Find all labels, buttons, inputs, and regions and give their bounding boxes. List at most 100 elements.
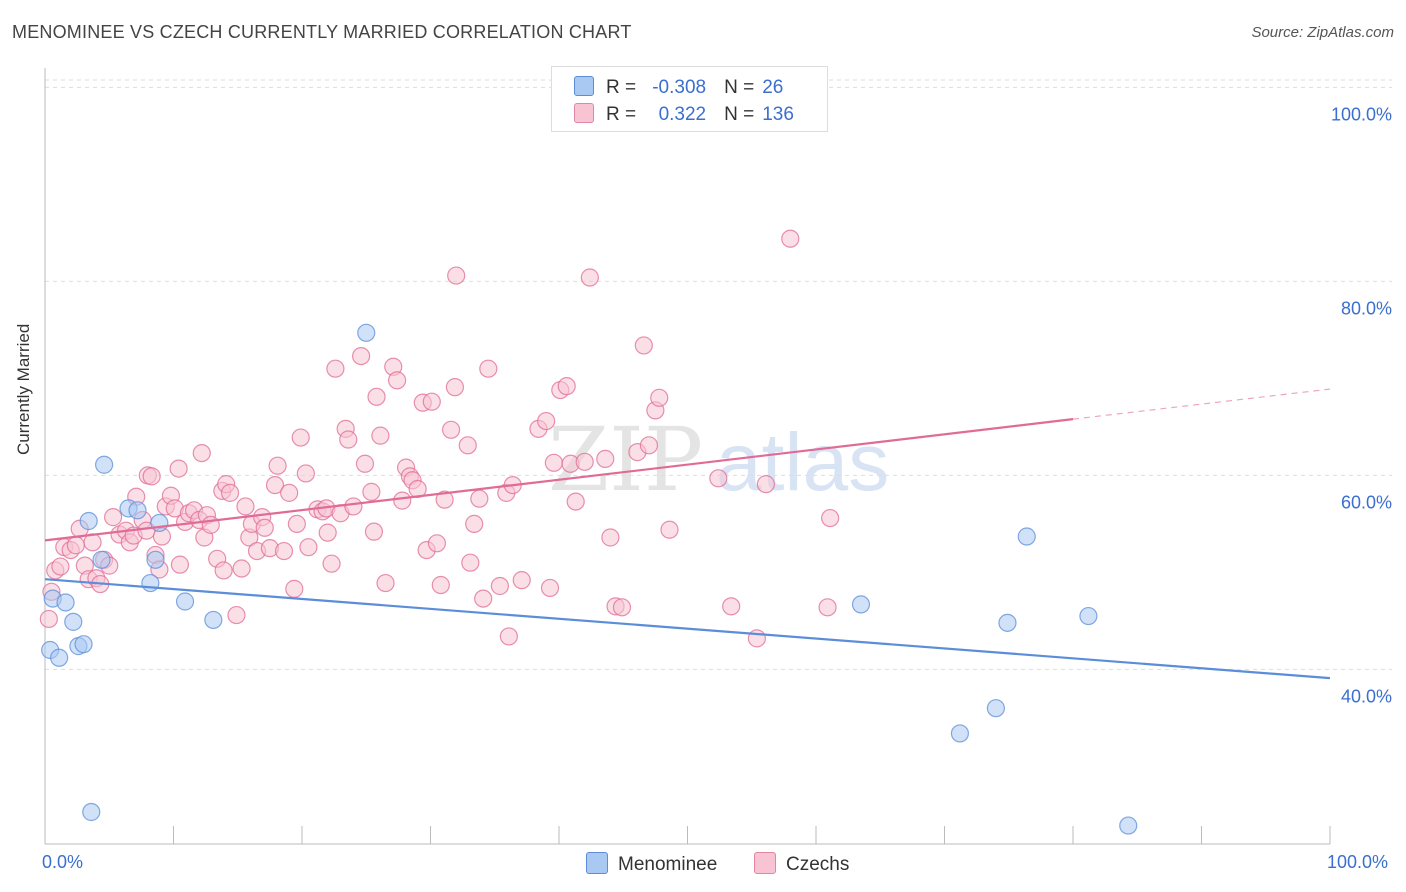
trend-line-czechs — [44, 418, 1074, 542]
point-menominee — [79, 511, 98, 531]
point-czechs — [461, 553, 480, 572]
point-czechs — [393, 491, 412, 510]
point-czechs — [104, 508, 123, 527]
point-czechs — [544, 453, 563, 472]
point-czechs — [214, 561, 233, 580]
legend-n-label: N = — [724, 77, 755, 98]
point-czechs — [575, 452, 594, 471]
point-czechs — [355, 454, 375, 473]
legend-swatch-menominee — [574, 76, 594, 96]
point-menominee — [50, 648, 69, 667]
point-czechs — [650, 388, 669, 407]
point-czechs — [220, 483, 240, 502]
legend-row-menominee: R = -0.308 N = 26 — [574, 76, 783, 100]
bottom-legend-menominee: Menominee — [586, 852, 717, 876]
point-czechs — [51, 557, 70, 576]
legend-swatch-czechs — [574, 103, 594, 123]
point-menominee — [986, 699, 1006, 718]
legend-r-value: -0.308 — [652, 77, 707, 98]
point-czechs — [364, 522, 384, 541]
point-menominee — [998, 613, 1017, 632]
legend-r-label: R = — [606, 104, 637, 125]
legend-n-value: 26 — [762, 77, 784, 98]
point-czechs — [344, 497, 363, 516]
point-menominee — [128, 501, 147, 520]
point-menominee — [950, 724, 970, 743]
point-czechs — [287, 514, 306, 534]
point-czechs — [427, 534, 447, 553]
point-czechs — [639, 436, 659, 455]
stats-legend: R = -0.308 N = 26 R = 0.322 N = 136 — [551, 66, 828, 132]
trend-line-menominee — [44, 578, 1331, 680]
point-czechs — [422, 392, 441, 411]
point-czechs — [268, 456, 287, 475]
point-czechs — [537, 411, 556, 431]
chart-title: MENOMINEE VS CZECH CURRENTLY MARRIED COR… — [12, 22, 632, 42]
point-czechs — [376, 573, 395, 593]
legend-r-label: R = — [606, 77, 637, 98]
point-czechs — [291, 428, 310, 447]
point-menominee — [204, 610, 223, 630]
point-menominee — [1079, 606, 1098, 626]
point-czechs — [818, 598, 837, 617]
point-czechs — [299, 538, 318, 557]
point-czechs — [634, 336, 653, 355]
point-menominee — [92, 550, 111, 569]
point-czechs — [39, 609, 58, 629]
point-czechs — [362, 482, 381, 501]
point-czechs — [435, 490, 454, 509]
bottom-legend-swatch-czechs — [754, 852, 776, 874]
y-tick-label: 100.0% — [1331, 104, 1392, 124]
point-menominee — [1119, 816, 1138, 835]
bottom-legend-swatch-menominee — [586, 852, 608, 874]
point-czechs — [557, 377, 576, 396]
point-menominee — [74, 635, 93, 654]
point-menominee — [95, 455, 114, 474]
x-tick-label-max: 100.0% — [1327, 852, 1389, 872]
watermark-atlas: atlas — [716, 417, 889, 508]
point-czechs — [431, 575, 450, 595]
point-czechs — [660, 520, 679, 539]
point-czechs — [470, 489, 489, 508]
point-czechs — [474, 589, 493, 608]
point-menominee — [146, 550, 165, 569]
point-czechs — [169, 459, 188, 478]
point-czechs — [445, 378, 465, 397]
point-czechs — [201, 515, 220, 534]
point-czechs — [566, 492, 585, 511]
point-czechs — [747, 629, 766, 648]
trend-line-extension-czechs — [1072, 388, 1331, 420]
point-czechs — [441, 420, 461, 439]
bottom-legend-label-czechs: Czechs — [786, 854, 850, 875]
point-czechs — [490, 576, 509, 596]
point-czechs — [709, 469, 728, 488]
point-czechs — [612, 598, 632, 617]
point-czechs — [447, 266, 466, 285]
bottom-legend-label-menominee: Menominee — [618, 854, 718, 875]
point-czechs — [512, 571, 531, 590]
point-czechs — [227, 605, 246, 625]
point-czechs — [274, 541, 294, 561]
point-czechs — [722, 597, 741, 616]
point-czechs — [339, 430, 358, 449]
point-czechs — [540, 578, 560, 598]
point-czechs — [387, 371, 407, 390]
bottom-legend-czechs: Czechs — [754, 852, 849, 876]
point-menominee — [64, 612, 83, 631]
point-czechs — [232, 559, 251, 578]
legend-n-label: N = — [724, 104, 755, 125]
point-czechs — [326, 359, 345, 378]
point-czechs — [285, 579, 304, 598]
point-menominee — [851, 595, 871, 614]
legend-n-value: 136 — [762, 104, 794, 125]
point-czechs — [756, 475, 775, 494]
y-tick-label: 80.0% — [1341, 298, 1392, 318]
point-menominee — [1017, 527, 1036, 546]
point-czechs — [596, 449, 615, 469]
point-czechs — [318, 523, 337, 542]
point-czechs — [352, 346, 371, 366]
legend-r-value: 0.322 — [658, 104, 707, 125]
source-label: Source: ZipAtlas.com — [1251, 24, 1394, 41]
point-czechs — [192, 443, 211, 463]
x-tick-label-min: 0.0% — [42, 852, 84, 872]
